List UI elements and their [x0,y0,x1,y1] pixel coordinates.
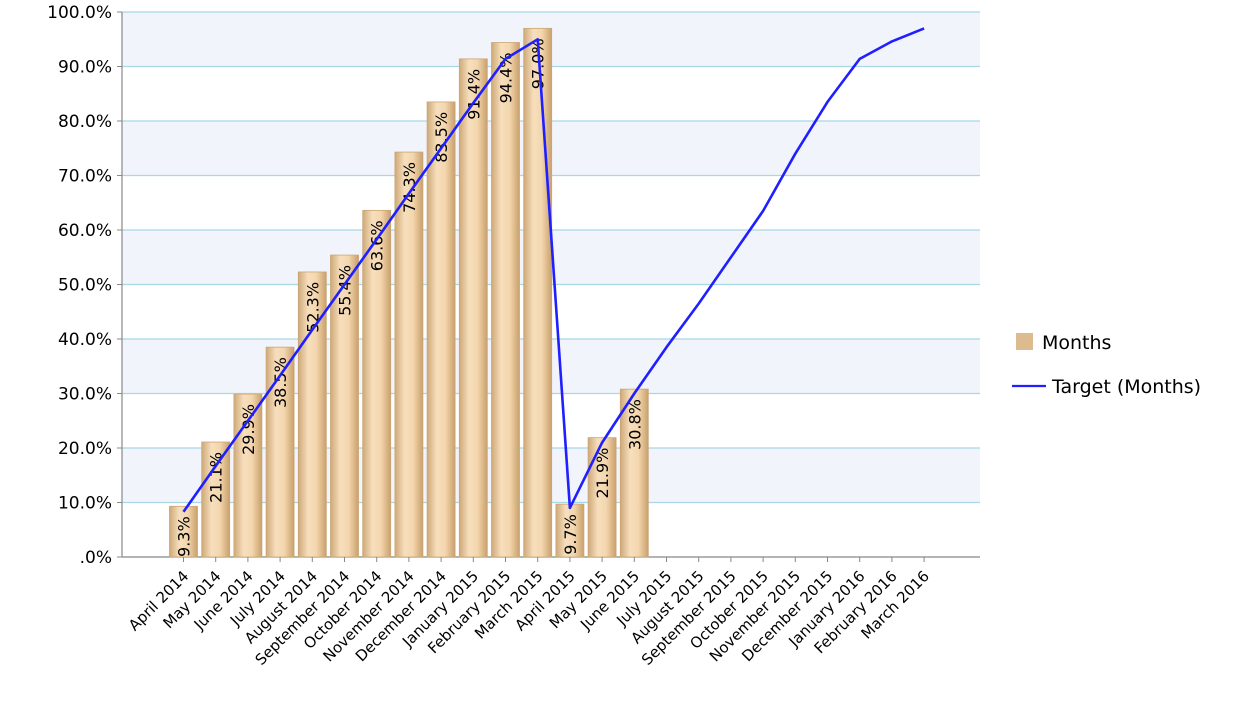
bar-data-label: 9.7% [561,514,580,555]
y-tick-label: 10.0% [58,494,112,514]
legend-swatch-months [1016,333,1033,350]
y-tick-label: 70.0% [58,167,112,187]
bar-data-label: 21.9% [593,448,612,499]
bar [169,505,198,558]
legend-label-months: Months [1042,332,1111,354]
bar-data-label: 74.3% [400,162,419,213]
bar [330,254,359,558]
y-tick-label: 30.0% [58,385,112,405]
y-tick-label: 80.0% [58,112,112,132]
bar-data-label: 30.8% [625,399,644,450]
bar [297,271,327,558]
target-line [182,27,925,513]
bar-data-label: 21.1% [207,452,226,503]
y-tick-label: 90.0% [58,58,112,78]
y-tick-label: 20.0% [58,439,112,459]
legend: Months Target (Months) [1012,332,1201,398]
bar-data-label: 9.3% [175,516,194,557]
bar-series-months [169,27,649,558]
bar [587,437,617,558]
bar-data-label: 29.9% [239,404,258,455]
bar [201,441,231,558]
y-axis-ticks: .0% 10.0% 20.0% 30.0% 40.0% 50.0% 60.0% 70.0% 80… [47,3,122,568]
bar [523,27,553,558]
bar [265,346,295,558]
bar [426,101,456,558]
bar-data-label: 52.3% [303,282,322,333]
y-tick-label: 50.0% [58,276,112,296]
bar [555,503,585,558]
y-tick-label: 60.0% [58,221,112,241]
bar [458,58,488,558]
y-tick-label: 100.0% [47,3,112,23]
legend-label-target: Target (Months) [1051,376,1201,398]
line-series-target [182,27,925,513]
bar [491,42,520,558]
bar-data-label: 83.5% [432,112,451,163]
y-tick-label: .0% [80,548,112,568]
y-tick-label: 40.0% [58,330,112,350]
